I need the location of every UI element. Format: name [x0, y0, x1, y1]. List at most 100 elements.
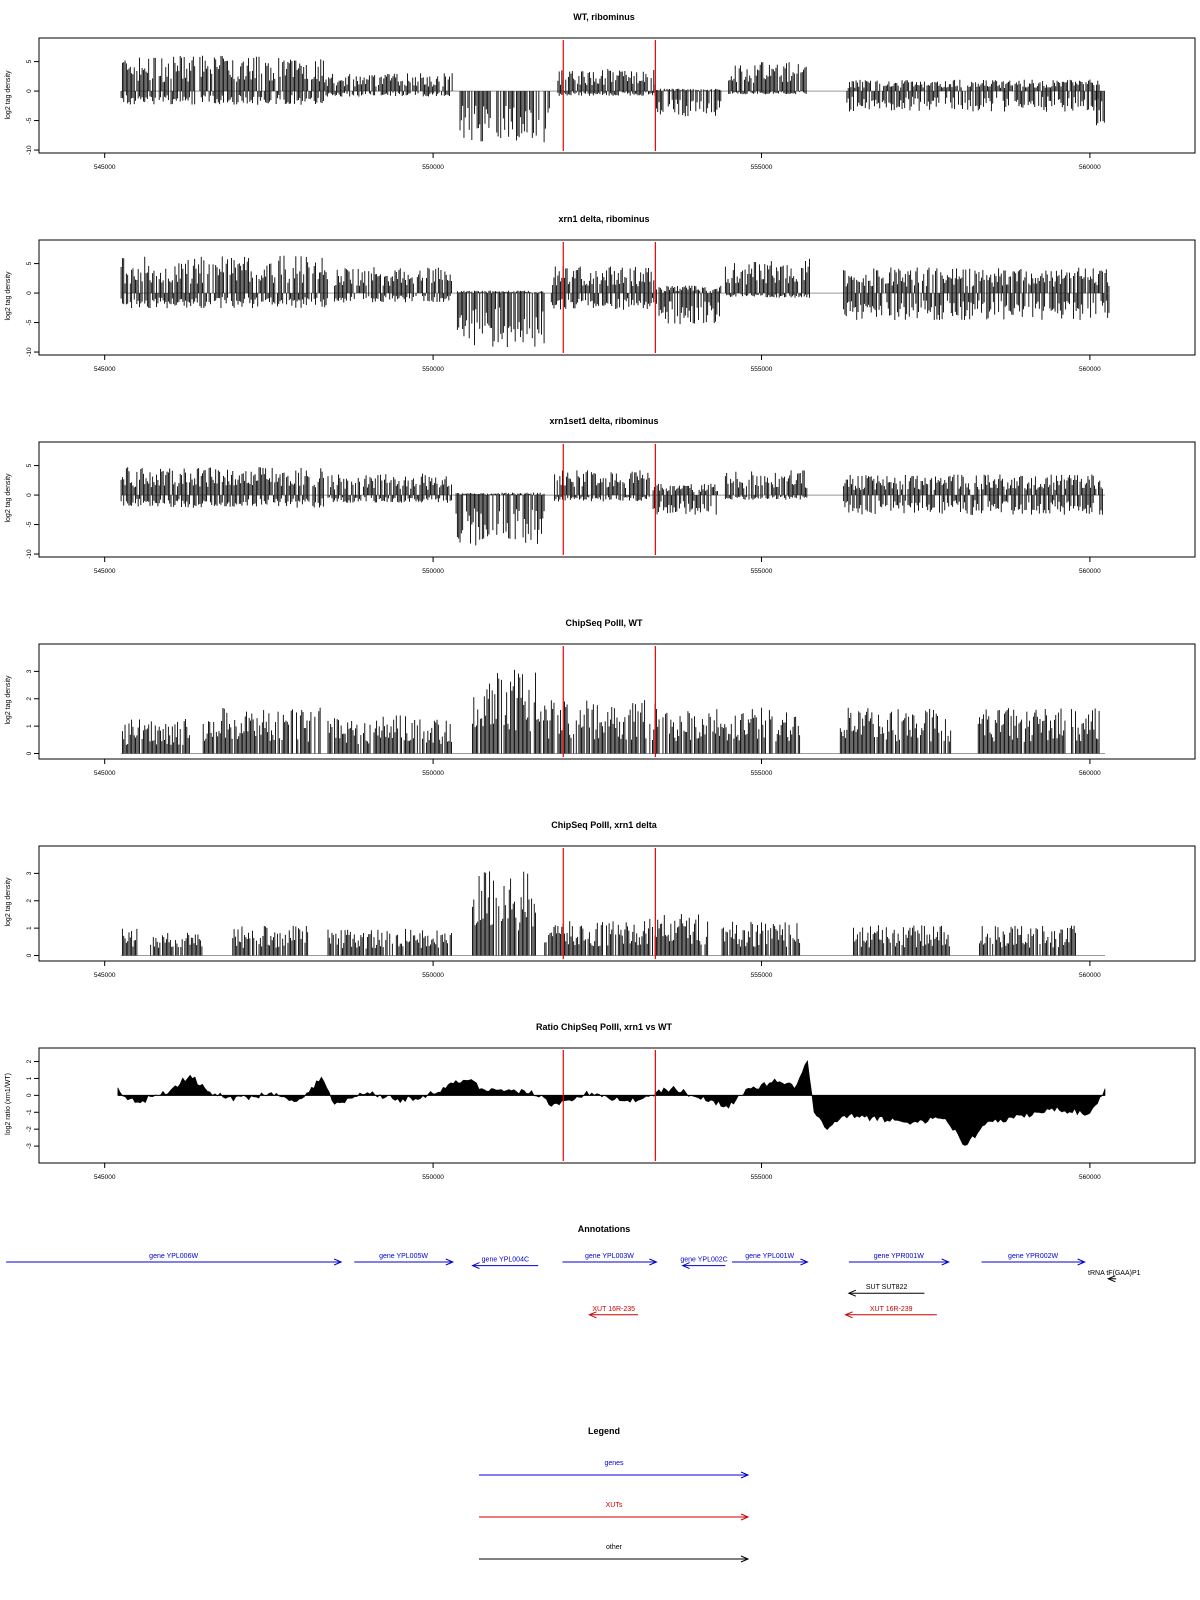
- ratio-area: [117, 1059, 1106, 1146]
- annotation-label: SUT SUT822: [866, 1284, 908, 1291]
- legend: Legend genes XUTs other: [479, 1426, 750, 1563]
- x-tick-label: 555000: [751, 366, 773, 373]
- x-tick-label: 550000: [422, 972, 444, 979]
- y-tick-label: 5: [26, 463, 33, 467]
- y-tick-label: -3: [26, 1143, 33, 1149]
- plot-frame: [38, 441, 1196, 558]
- x-tick-label: 560000: [1079, 1174, 1101, 1181]
- x-tick-label: 545000: [94, 770, 116, 777]
- y-axis-label: log2 tag density: [5, 675, 12, 725]
- panel-title: xrn1 delta, ribominus: [558, 214, 649, 224]
- plot-frame: [38, 1047, 1196, 1164]
- annotation-label: gene YPR001W: [874, 1253, 924, 1260]
- x-tick-label: 550000: [422, 1174, 444, 1181]
- y-tick-label: -5: [26, 117, 33, 123]
- y-axis-label: log2 tag density: [5, 473, 12, 523]
- annotations-title: Annotations: [578, 1224, 631, 1234]
- panel-chipseq-polii-wt: ChipSeq PolII, WT log2 tag density 0 1 2 3 5…: [5, 618, 1196, 777]
- x-tick-label: 545000: [94, 366, 116, 373]
- annotation-label: gene YPL002C: [680, 1257, 727, 1264]
- x-tick-label: 545000: [94, 1174, 116, 1181]
- y-tick-label: -5: [26, 521, 33, 527]
- annotation-label: tRNA tF(GAA)P1: [1088, 1270, 1141, 1277]
- panel-title: ChipSeq PolII, WT: [566, 618, 643, 628]
- x-tick-label: 555000: [751, 770, 773, 777]
- y-tick-label: 0: [26, 1093, 33, 1097]
- annotation-arrowhead: [1077, 1258, 1086, 1266]
- x-tick-label: 550000: [422, 568, 444, 575]
- plot-frame: [38, 845, 1196, 962]
- plot-frame: [38, 239, 1196, 356]
- y-axis-label: log2 ratio (xrn1/WT): [5, 1073, 12, 1135]
- y-tick-label: 1: [26, 724, 33, 728]
- y-tick-label: -5: [26, 319, 33, 325]
- legend-label: other: [606, 1544, 623, 1551]
- x-tick-label: 555000: [751, 164, 773, 171]
- annotations-track: Annotations gene YPL006W gene YPL005W gene…: [6, 1224, 1141, 1319]
- y-tick-label: -2: [26, 1126, 33, 1132]
- y-tick-label: 2: [26, 697, 33, 701]
- x-tick-label: 555000: [751, 568, 773, 575]
- legend-title: Legend: [588, 1426, 620, 1436]
- y-tick-label: -10: [26, 347, 33, 357]
- panel-title: xrn1set1 delta, ribominus: [549, 416, 658, 426]
- x-tick-label: 550000: [422, 164, 444, 171]
- y-tick-label: 0: [26, 953, 33, 957]
- annotation-label: gene YPL006W: [149, 1253, 198, 1260]
- y-tick-label: -10: [26, 549, 33, 559]
- y-axis-label: log2 tag density: [5, 271, 12, 321]
- plot-frame: [38, 37, 1196, 154]
- annotation-arrowhead: [800, 1258, 809, 1266]
- x-tick-label: 545000: [94, 164, 116, 171]
- y-tick-label: 3: [26, 669, 33, 673]
- x-tick-label: 555000: [751, 972, 773, 979]
- annotation-label: gene YPR002W: [1008, 1253, 1058, 1260]
- y-tick-label: 0: [26, 291, 33, 295]
- annotation-arrowhead: [649, 1258, 658, 1266]
- annotation-arrowhead: [471, 1262, 480, 1270]
- y-tick-label: 2: [26, 899, 33, 903]
- annotation-arrowhead: [941, 1258, 950, 1266]
- x-tick-label: 545000: [94, 972, 116, 979]
- y-tick-label: 5: [26, 59, 33, 63]
- legend-arrowhead: [740, 1471, 750, 1479]
- annotation-label: XUT 16R-235: [592, 1306, 635, 1313]
- y-tick-label: 3: [26, 871, 33, 875]
- annotation-label: gene YPL003W: [585, 1253, 634, 1260]
- y-tick-label: 5: [26, 261, 33, 265]
- legend-arrowhead: [740, 1513, 750, 1521]
- panel-title: ChipSeq PolII, xrn1 delta: [551, 820, 658, 830]
- y-tick-label: 0: [26, 493, 33, 497]
- panel-xrn1set1-delta-ribominus: xrn1set1 delta, ribominus log2 tag densi…: [5, 416, 1196, 575]
- x-tick-label: 560000: [1079, 568, 1101, 575]
- annotation-arrowhead: [445, 1258, 455, 1266]
- x-tick-label: 560000: [1079, 770, 1101, 777]
- x-tick-label: 555000: [751, 1174, 773, 1181]
- panel-xrn1-delta-ribominus: xrn1 delta, ribominus log2 tag density -…: [5, 214, 1196, 373]
- y-tick-label: -10: [26, 145, 33, 155]
- panel-wt-ribominus: WT, ribominus log2 tag density -10 -5 0 5 54…: [5, 12, 1196, 171]
- panel-title: Ratio ChipSeq PolII, xrn1 vs WT: [536, 1022, 673, 1032]
- annotation-label: XUT 16R-239: [870, 1306, 913, 1313]
- annotation-arrowhead: [681, 1262, 690, 1270]
- y-axis-label: log2 tag density: [5, 70, 12, 120]
- y-axis-label: log2 tag density: [5, 877, 12, 927]
- legend-arrowhead: [740, 1555, 750, 1563]
- y-tick-label: 1: [26, 1076, 33, 1080]
- annotation-label: gene YPL005W: [379, 1253, 428, 1260]
- x-tick-label: 560000: [1079, 164, 1101, 171]
- panel-ratio-chipseq-polii: Ratio ChipSeq PolII, xrn1 vs WT log2 rat…: [5, 1022, 1196, 1181]
- legend-label: XUTs: [606, 1502, 623, 1509]
- x-tick-label: 550000: [422, 366, 444, 373]
- annotation-arrowhead: [588, 1311, 597, 1319]
- y-tick-label: 2: [26, 1059, 33, 1063]
- annotation-arrowhead: [1107, 1275, 1116, 1283]
- x-tick-label: 545000: [94, 568, 116, 575]
- annotation-arrowhead: [847, 1289, 857, 1297]
- panel-title: WT, ribominus: [573, 12, 635, 22]
- y-tick-label: 1: [26, 926, 33, 930]
- annotation-label: gene YPL004C: [482, 1257, 529, 1264]
- legend-label: genes: [604, 1460, 624, 1467]
- plot-frame: [38, 643, 1196, 760]
